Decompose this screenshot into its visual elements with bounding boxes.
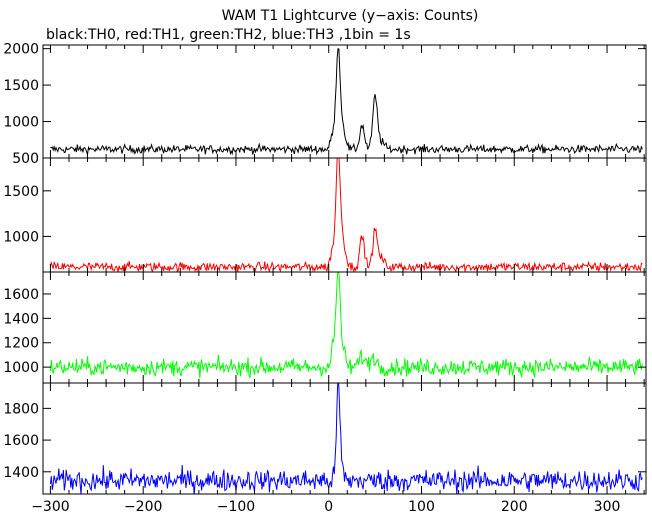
panel-TH0: 500 1000 1500 2000 [3, 42, 647, 167]
y-tick-label: 1500 [3, 184, 39, 200]
y-tick-label: 1500 [3, 78, 39, 94]
y-tick-label: 500 [12, 151, 39, 167]
panel-TH1: 1000 1500 [3, 157, 647, 273]
panel-TH3: 1400 1600 1800 −300 −200 −100 0 100 200 300 [3, 382, 647, 515]
x-tick-label: 300 [594, 499, 621, 515]
y-tick-label: 1400 [3, 465, 39, 481]
series-line-TH2 [49, 272, 643, 379]
y-tick-label: 1000 [3, 360, 39, 376]
y-tick-label: 1600 [3, 287, 39, 303]
y-tick-label: 1000 [3, 229, 39, 245]
chart-title: WAM T1 Lightcurve (y−axis: Counts) [221, 8, 479, 24]
x-tick-label: 200 [501, 499, 528, 515]
panel-frame [42, 44, 647, 159]
x-tick-label: 0 [324, 499, 333, 515]
panel-TH2: 1000 1200 1400 1600 [3, 271, 647, 384]
y-tick-label: 1400 [3, 311, 39, 327]
panel-frame [42, 382, 647, 495]
y-tick-label: 1800 [3, 401, 39, 417]
series-line-TH1 [49, 158, 643, 272]
x-tick-label: 100 [408, 499, 435, 515]
y-tick-label: 1200 [3, 336, 39, 352]
panel-frame [42, 157, 647, 273]
series-line-TH3 [49, 383, 643, 494]
series-line-TH0 [50, 48, 643, 156]
y-tick-label: 2000 [3, 42, 39, 58]
x-tick-label: −300 [31, 499, 69, 515]
chart-subtitle: black:TH0, red:TH1, green:TH2, blue:TH3 … [46, 27, 411, 43]
y-tick-label: 1000 [3, 115, 39, 131]
y-tick-label: 1600 [3, 433, 39, 449]
x-tick-label: −100 [217, 499, 255, 515]
x-tick-label: −200 [124, 499, 162, 515]
